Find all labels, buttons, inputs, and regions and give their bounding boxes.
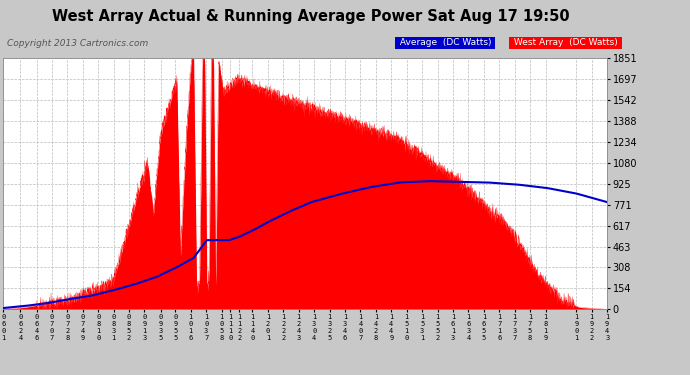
Text: Copyright 2013 Cartronics.com: Copyright 2013 Cartronics.com bbox=[7, 39, 148, 48]
Text: West Array  (DC Watts): West Array (DC Watts) bbox=[511, 38, 620, 47]
Text: West Array Actual & Running Average Power Sat Aug 17 19:50: West Array Actual & Running Average Powe… bbox=[52, 9, 569, 24]
Text: Average  (DC Watts): Average (DC Watts) bbox=[397, 38, 494, 47]
